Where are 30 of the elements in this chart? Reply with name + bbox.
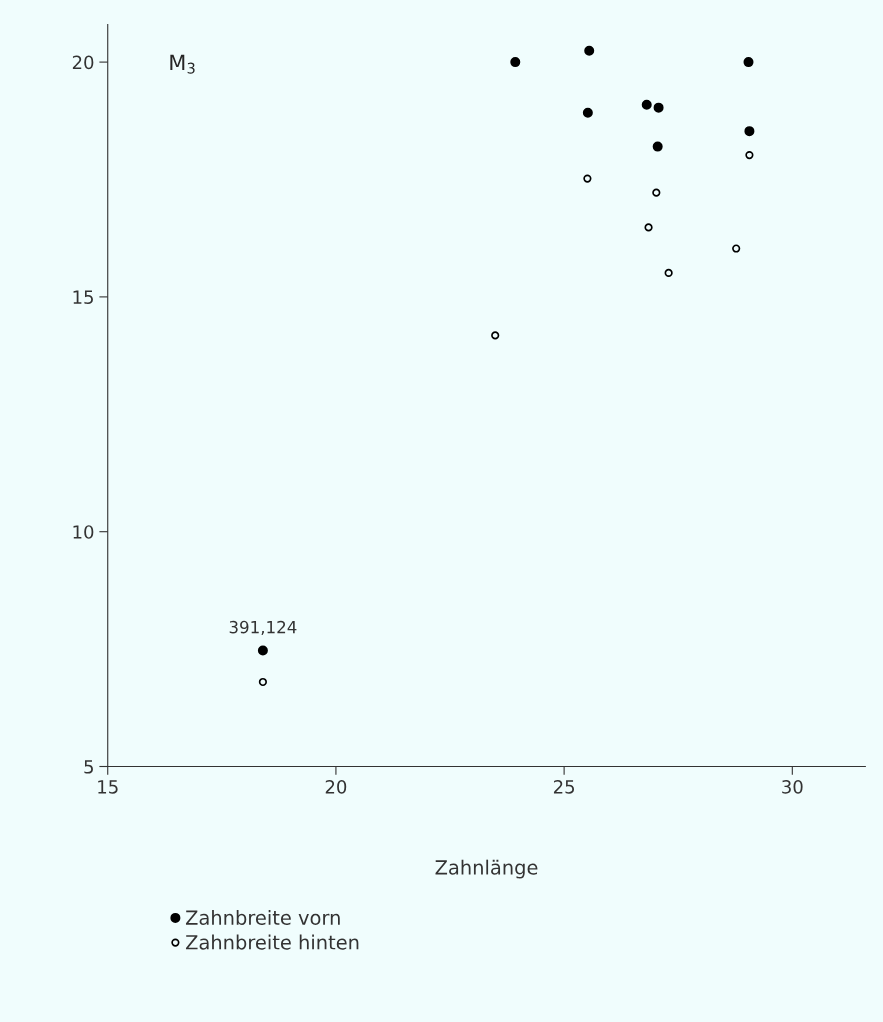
x-tick-label: 30 [782,780,803,794]
point [583,174,592,183]
text: M$_{3}$ [170,54,195,74]
point [652,188,661,197]
x-tick-label: 20 [325,780,347,794]
x-tick-label: 15 [98,780,118,794]
point [743,57,754,68]
point [652,141,663,152]
y-tick-label: 5 [84,760,93,774]
point [582,107,593,118]
x-axis-title: Zahnlänge [435,859,538,879]
y-tick-label: 10 [73,525,94,539]
point [732,244,741,253]
annotation: 391,124 [229,620,297,636]
point [491,331,500,340]
point [257,645,268,656]
point [664,268,673,278]
legend-label: Zahnbreite hinten [185,934,359,950]
point [584,45,595,56]
point [258,677,267,687]
x-tick-label: 25 [553,780,575,794]
point [641,99,652,110]
y-tick-label: 15 [73,290,93,305]
point [510,57,521,68]
point [653,102,664,113]
point [745,150,754,160]
point [744,126,755,137]
legend-label: Zahnbreite vorn [185,909,340,925]
point [644,223,653,232]
y-tick-label: 20 [72,55,94,70]
